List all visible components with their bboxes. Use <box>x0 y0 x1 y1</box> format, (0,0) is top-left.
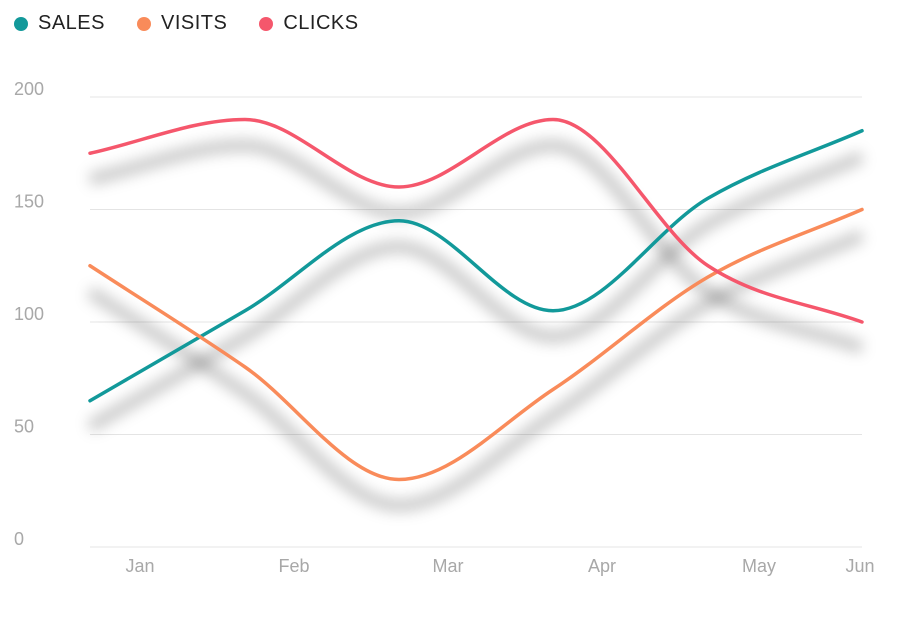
data-point-sales-mar[interactable] <box>393 215 405 227</box>
y-tick-label: 0 <box>14 529 24 549</box>
legend-item-sales[interactable]: SALES <box>14 12 105 35</box>
data-point-clicks-feb[interactable] <box>239 114 251 126</box>
series-line-clicks[interactable] <box>88 117 864 324</box>
legend-dot-sales <box>14 16 28 31</box>
data-point-clicks-mar[interactable] <box>393 181 405 193</box>
data-point-clicks-apr[interactable] <box>547 114 559 126</box>
y-axis-ticks: 0 50 100 150 200 <box>14 79 44 549</box>
data-point-visits-apr[interactable] <box>547 384 559 396</box>
data-point-clicks-may[interactable] <box>702 260 714 272</box>
x-tick-label: Apr <box>588 556 616 576</box>
legend-label-sales: SALES <box>38 12 105 34</box>
y-tick-label: 50 <box>14 417 34 437</box>
x-tick-label: Jan <box>125 556 154 576</box>
legend-item-clicks[interactable]: CLICKS <box>259 12 358 35</box>
x-tick-label: Jun <box>845 556 874 576</box>
data-point-sales-feb[interactable] <box>239 305 251 317</box>
series-shadow-sales <box>86 151 865 432</box>
series-line-visits[interactable] <box>88 207 864 482</box>
legend-label-clicks: CLICKS <box>283 12 359 34</box>
data-point-sales-apr[interactable] <box>547 305 559 317</box>
data-point-visits-jan[interactable] <box>84 260 96 272</box>
data-point-visits-mar[interactable] <box>393 474 405 486</box>
legend-item-visits[interactable]: VISITS <box>136 12 228 35</box>
y-tick-label: 100 <box>14 304 44 324</box>
legend-dot-visits <box>136 16 151 31</box>
data-point-sales-jun[interactable] <box>856 125 868 137</box>
y-tick-label: 200 <box>14 79 44 99</box>
y-tick-label: 150 <box>14 192 44 212</box>
legend-dot-clicks <box>259 16 274 31</box>
data-point-visits-feb[interactable] <box>239 361 251 373</box>
data-point-sales-jan[interactable] <box>84 395 96 407</box>
series-shadow-visits <box>86 230 865 512</box>
legend-label-visits: VISITS <box>160 12 228 34</box>
data-point-visits-jun[interactable] <box>856 204 868 216</box>
legend: SALES VISITS CLICKS <box>14 12 359 35</box>
series-line-sales[interactable] <box>88 129 864 403</box>
x-tick-label: Feb <box>278 556 309 576</box>
data-point-visits-may[interactable] <box>702 271 714 283</box>
series-layer <box>84 114 868 486</box>
x-axis-ticks: Jan Feb Mar Apr May Jun <box>125 556 874 576</box>
x-tick-label: Mar <box>433 556 464 576</box>
data-point-clicks-jan[interactable] <box>84 147 96 159</box>
data-point-clicks-jun[interactable] <box>856 316 868 328</box>
shadow-layer <box>86 139 865 512</box>
x-tick-label: May <box>742 556 776 576</box>
series-shadow-clicks <box>88 139 865 354</box>
data-point-sales-may[interactable] <box>702 192 714 204</box>
